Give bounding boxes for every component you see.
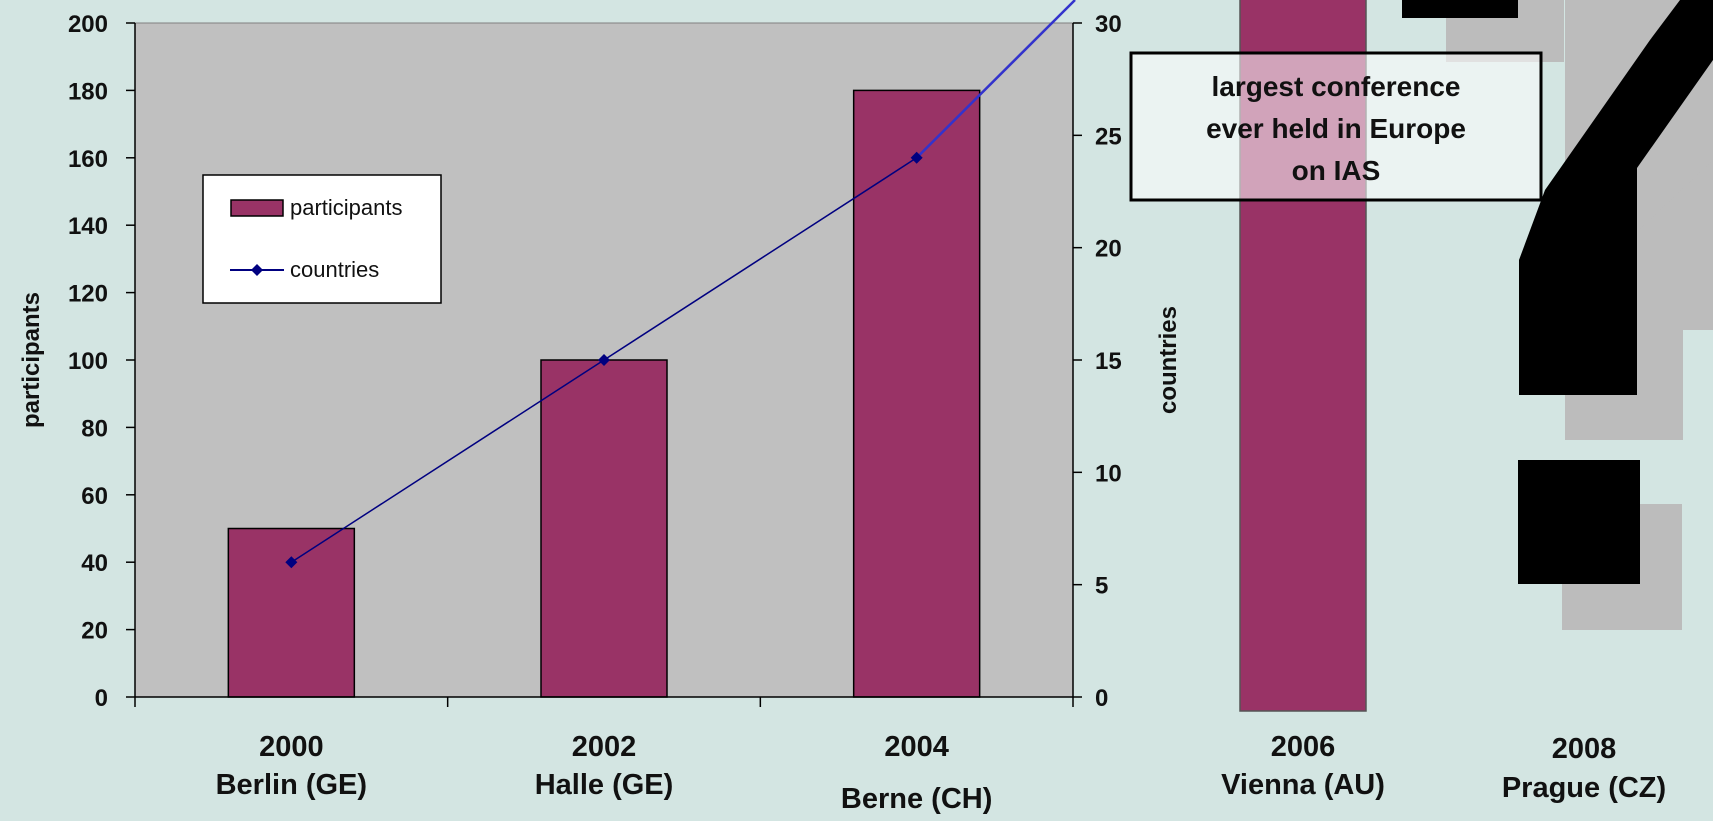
x-label-city-2008: Prague (CZ) xyxy=(1502,772,1666,804)
y2-tick-label: 10 xyxy=(1095,460,1122,487)
x-label-year-2008: 2008 xyxy=(1552,733,1617,765)
x-label-year-2002: 2002 xyxy=(572,731,637,763)
y-tick-label: 120 xyxy=(68,281,108,308)
y-tick-label: 140 xyxy=(68,213,108,240)
y-tick-label: 100 xyxy=(68,348,108,375)
y2-tick-label: 15 xyxy=(1095,348,1122,375)
legend-label-participants: participants xyxy=(290,195,403,220)
point-countries-2002 xyxy=(598,354,610,366)
y2-tick-label: 20 xyxy=(1095,236,1122,263)
x-label-city-2004: Berne (CH) xyxy=(841,783,992,815)
y2-tick-label: 25 xyxy=(1095,123,1122,150)
y-tick-label: 20 xyxy=(81,618,108,645)
y-tick-label: 200 xyxy=(68,11,108,38)
y2-tick-label: 0 xyxy=(1095,685,1108,712)
x-label-city-2000: Berlin (GE) xyxy=(216,769,367,801)
x-label-city-2002: Halle (GE) xyxy=(535,769,674,801)
bar-2002 xyxy=(540,359,668,698)
bar-2000 xyxy=(227,527,356,698)
annotation-line-3: on IAS xyxy=(1292,155,1381,186)
y-tick-label: 0 xyxy=(95,685,108,712)
y-tick-label: 60 xyxy=(81,483,108,510)
series-line-countries-extension xyxy=(915,0,1076,159)
y2-axis-title: countries xyxy=(1155,306,1182,414)
y-tick-label: 40 xyxy=(81,550,108,577)
legend-marker-countries xyxy=(251,264,263,276)
legend-swatch-participants xyxy=(230,199,284,217)
x-label-year-2004: 2004 xyxy=(884,731,949,763)
y2-tick-label: 30 xyxy=(1095,11,1122,38)
y-tick-label: 160 xyxy=(68,146,108,173)
annotation-box: largest conference ever held in Europe o… xyxy=(1129,51,1543,202)
y-tick-label: 180 xyxy=(68,78,108,105)
x-label-city-2006: Vienna (AU) xyxy=(1221,769,1385,801)
point-countries-2004 xyxy=(910,151,923,164)
annotation-line-1: largest conference xyxy=(1212,71,1461,102)
y-axis-title: participants xyxy=(18,292,45,428)
legend-label-countries: countries xyxy=(290,257,379,282)
x-label-year-2000: 2000 xyxy=(259,731,324,763)
point-countries-2000 xyxy=(285,556,298,569)
legend: participants countries xyxy=(202,174,442,304)
question-mark-icon xyxy=(1402,0,1713,630)
y-tick-label: 80 xyxy=(81,415,108,442)
y2-tick-label: 5 xyxy=(1095,573,1108,600)
annotation-line-2: ever held in Europe xyxy=(1206,113,1466,144)
bar-2004 xyxy=(852,89,981,698)
x-label-year-2006: 2006 xyxy=(1271,731,1336,763)
